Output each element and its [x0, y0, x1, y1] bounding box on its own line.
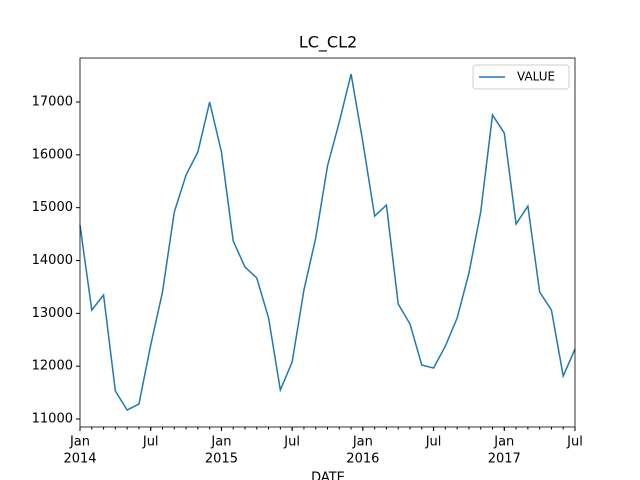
legend-box — [472, 64, 570, 90]
x-tick-label: Jan — [69, 435, 90, 450]
x-tick-label: Jul — [142, 435, 159, 450]
y-tick-label: 11000 — [32, 412, 73, 427]
x-axis-label: DATE — [311, 471, 345, 480]
x-tick-label: Jul — [283, 435, 300, 450]
y-tick-label: 15000 — [32, 200, 73, 215]
y-tick-label: 14000 — [32, 253, 73, 268]
x-year-label: 2014 — [63, 452, 96, 467]
x-year-label: 2016 — [346, 452, 379, 467]
x-tick-label: Jul — [425, 435, 442, 450]
series-line — [79, 73, 576, 412]
y-tick-label: 13000 — [32, 306, 73, 321]
chart-title: LC_CL2 — [299, 33, 357, 53]
x-tick-label: Jan — [210, 435, 231, 450]
y-tick-label: 17000 — [32, 95, 73, 110]
x-tick-label: Jan — [352, 435, 373, 450]
x-year-label: 2017 — [488, 452, 521, 467]
x-year-label: 2015 — [205, 452, 238, 467]
y-tick-label: 16000 — [32, 147, 73, 162]
legend-label: VALUE — [517, 70, 555, 84]
x-tick-label: Jan — [493, 435, 514, 450]
x-tick-label: Jul — [566, 435, 583, 450]
y-tick-label: 12000 — [32, 359, 73, 374]
plot-frame — [79, 57, 576, 428]
